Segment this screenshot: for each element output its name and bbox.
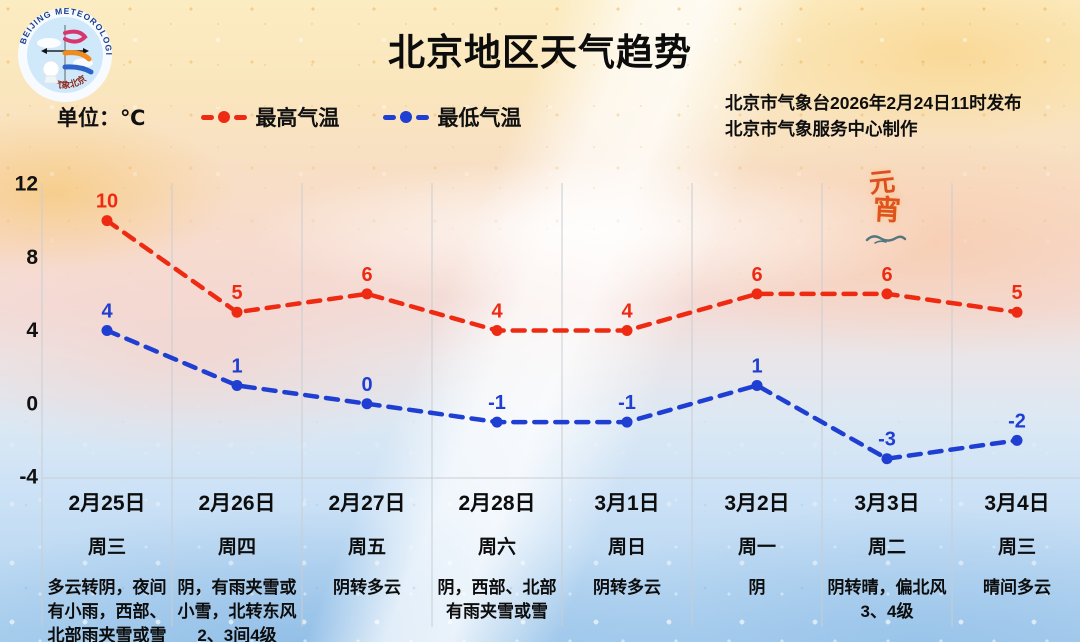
- legend-item-min: 最低气温: [383, 102, 521, 132]
- weekday-label: 周二: [867, 537, 906, 558]
- min-temp-value-label: -1: [618, 392, 636, 414]
- day-column: 2月27日周五阴转多云: [302, 487, 432, 642]
- date-label: 2月28日: [458, 492, 536, 515]
- weather-description: 阴，西部、北部 有雨夹雪或雪: [437, 578, 557, 622]
- day-columns: 2月25日 周三 多云转阴，夜间 有小雨，西部、 北部雨夹雪或雪 2月26日 周四 阴，有…: [42, 487, 1080, 642]
- max-temp-value-label: 4: [621, 301, 633, 323]
- min-temp-point: [881, 453, 893, 465]
- min-temp-value-label: 0: [361, 374, 372, 396]
- min-temp-value-label: -3: [878, 429, 896, 451]
- day-column: 2月28日周六阴，西部、北部 有雨夹雪或雪: [432, 487, 562, 642]
- weather-description: 阴转晴，偏北风 3、4级: [827, 578, 947, 622]
- weather-description: 阴转多云: [593, 578, 661, 597]
- max-temp-point: [101, 215, 113, 227]
- festival-char-2: 宵: [872, 192, 902, 228]
- legend: 单位：℃ 最高气温 最低气温: [57, 102, 565, 132]
- min-temp-point: [231, 379, 243, 391]
- weekday-label: 周三: [997, 537, 1036, 558]
- y-tick-label: -4: [19, 466, 38, 489]
- day-column: 3月4日周三晴间多云: [952, 487, 1080, 642]
- date-label: 3月3日: [854, 492, 920, 515]
- max-temp-point: [881, 288, 893, 300]
- min-temp-point: [621, 416, 633, 428]
- date-label: 2月25日: [68, 492, 146, 515]
- max-temp-point: [1011, 306, 1023, 318]
- weekday-label: 周六: [477, 537, 516, 558]
- max-temp-point: [751, 288, 763, 300]
- y-tick-label: 8: [26, 246, 38, 269]
- weather-description: 阴: [748, 578, 766, 597]
- legend-label-min: 最低气温: [437, 107, 522, 130]
- y-tick-label: 0: [26, 392, 38, 415]
- y-tick-label: 12: [15, 173, 38, 196]
- weather-description: 阴，有雨夹雪或 小雪，北转东风 2、3间4级: [177, 578, 297, 642]
- weather-description: 多云转阴，夜间 有小雨，西部、 北部雨夹雪或雪: [47, 578, 167, 642]
- max-temp-value-label: 6: [751, 264, 762, 286]
- beijing-meteorological-service-logo: BEIJING METEOROLOGICAL SERVICE 气象北京: [17, 7, 113, 102]
- max-temp-point: [491, 325, 503, 336]
- day-column: 3月1日周日阴转多云: [562, 487, 692, 642]
- legend-label-max: 最高气温: [255, 107, 340, 130]
- min-temp-value-label: 4: [101, 301, 113, 323]
- min-temp-value-label: -2: [1008, 410, 1026, 432]
- legend-item-max: 最高气温: [201, 102, 339, 132]
- wave-icon: [865, 235, 907, 244]
- max-temp-value-label: 6: [881, 264, 892, 286]
- page-title: 北京地区天气趋势: [388, 32, 692, 73]
- max-temp-value-label: 5: [1011, 282, 1022, 304]
- min-temp-point: [1011, 434, 1023, 446]
- max-temp-point: [361, 288, 373, 300]
- min-temp-line: [104, 328, 1020, 461]
- date-label: 3月4日: [984, 492, 1050, 515]
- day-column: 2月25日周三多云转阴，夜间 有小雨，西部、 北部雨夹雪或雪: [42, 487, 172, 642]
- unit-label: 单位：℃: [57, 107, 146, 130]
- max-temp-value-label: 4: [491, 301, 503, 323]
- publisher-line-2: 北京市气象服务中心制作: [725, 119, 918, 140]
- weekday-label: 周一: [737, 537, 776, 558]
- weekday-label: 周日: [607, 537, 646, 558]
- min-temp-point: [361, 398, 373, 410]
- weather-description: 晴间多云: [983, 578, 1051, 597]
- max-temp-line: [104, 218, 1020, 333]
- min-temp-value-label: 1: [231, 355, 242, 377]
- day-column: 3月2日周一阴: [692, 487, 822, 642]
- min-temp-value-label: 1: [751, 355, 762, 377]
- max-temp-value-label: 6: [361, 264, 372, 286]
- day-column: 2月26日周四阴，有雨夹雪或 小雪，北转东风 2、3间4级: [172, 487, 302, 642]
- min-temp-point: [101, 325, 113, 336]
- weather-description: 阴转多云: [333, 578, 401, 597]
- max-temp-point: [621, 325, 633, 336]
- weekday-label: 周五: [347, 537, 386, 558]
- min-temp-point: [491, 416, 503, 428]
- weekday-label: 周三: [87, 537, 126, 558]
- date-label: 3月1日: [594, 492, 660, 515]
- max-temp-point: [231, 306, 243, 318]
- max-temp-value-label: 10: [96, 191, 118, 213]
- date-label: 3月2日: [724, 492, 790, 515]
- lantern-festival-mark: 元 宵: [855, 167, 919, 245]
- min-temp-point: [751, 379, 763, 391]
- weekday-label: 周四: [217, 537, 256, 558]
- min-temp-value-label: -1: [488, 392, 506, 414]
- publisher-info: 北京市气象台2026年2月24日11时发布 北京市气象服务中心制作: [725, 90, 1022, 143]
- day-column: 3月3日周二阴转晴，偏北风 3、4级: [822, 487, 952, 642]
- max-temp-line-swatch-icon: [201, 111, 248, 123]
- min-temp-line-swatch-icon: [383, 111, 430, 123]
- publisher-line-1: 北京市气象台2026年2月24日11时发布: [725, 93, 1022, 113]
- date-label: 2月26日: [198, 492, 276, 515]
- y-tick-label: 4: [26, 319, 38, 342]
- max-temp-value-label: 5: [231, 282, 242, 304]
- date-label: 2月27日: [328, 492, 406, 515]
